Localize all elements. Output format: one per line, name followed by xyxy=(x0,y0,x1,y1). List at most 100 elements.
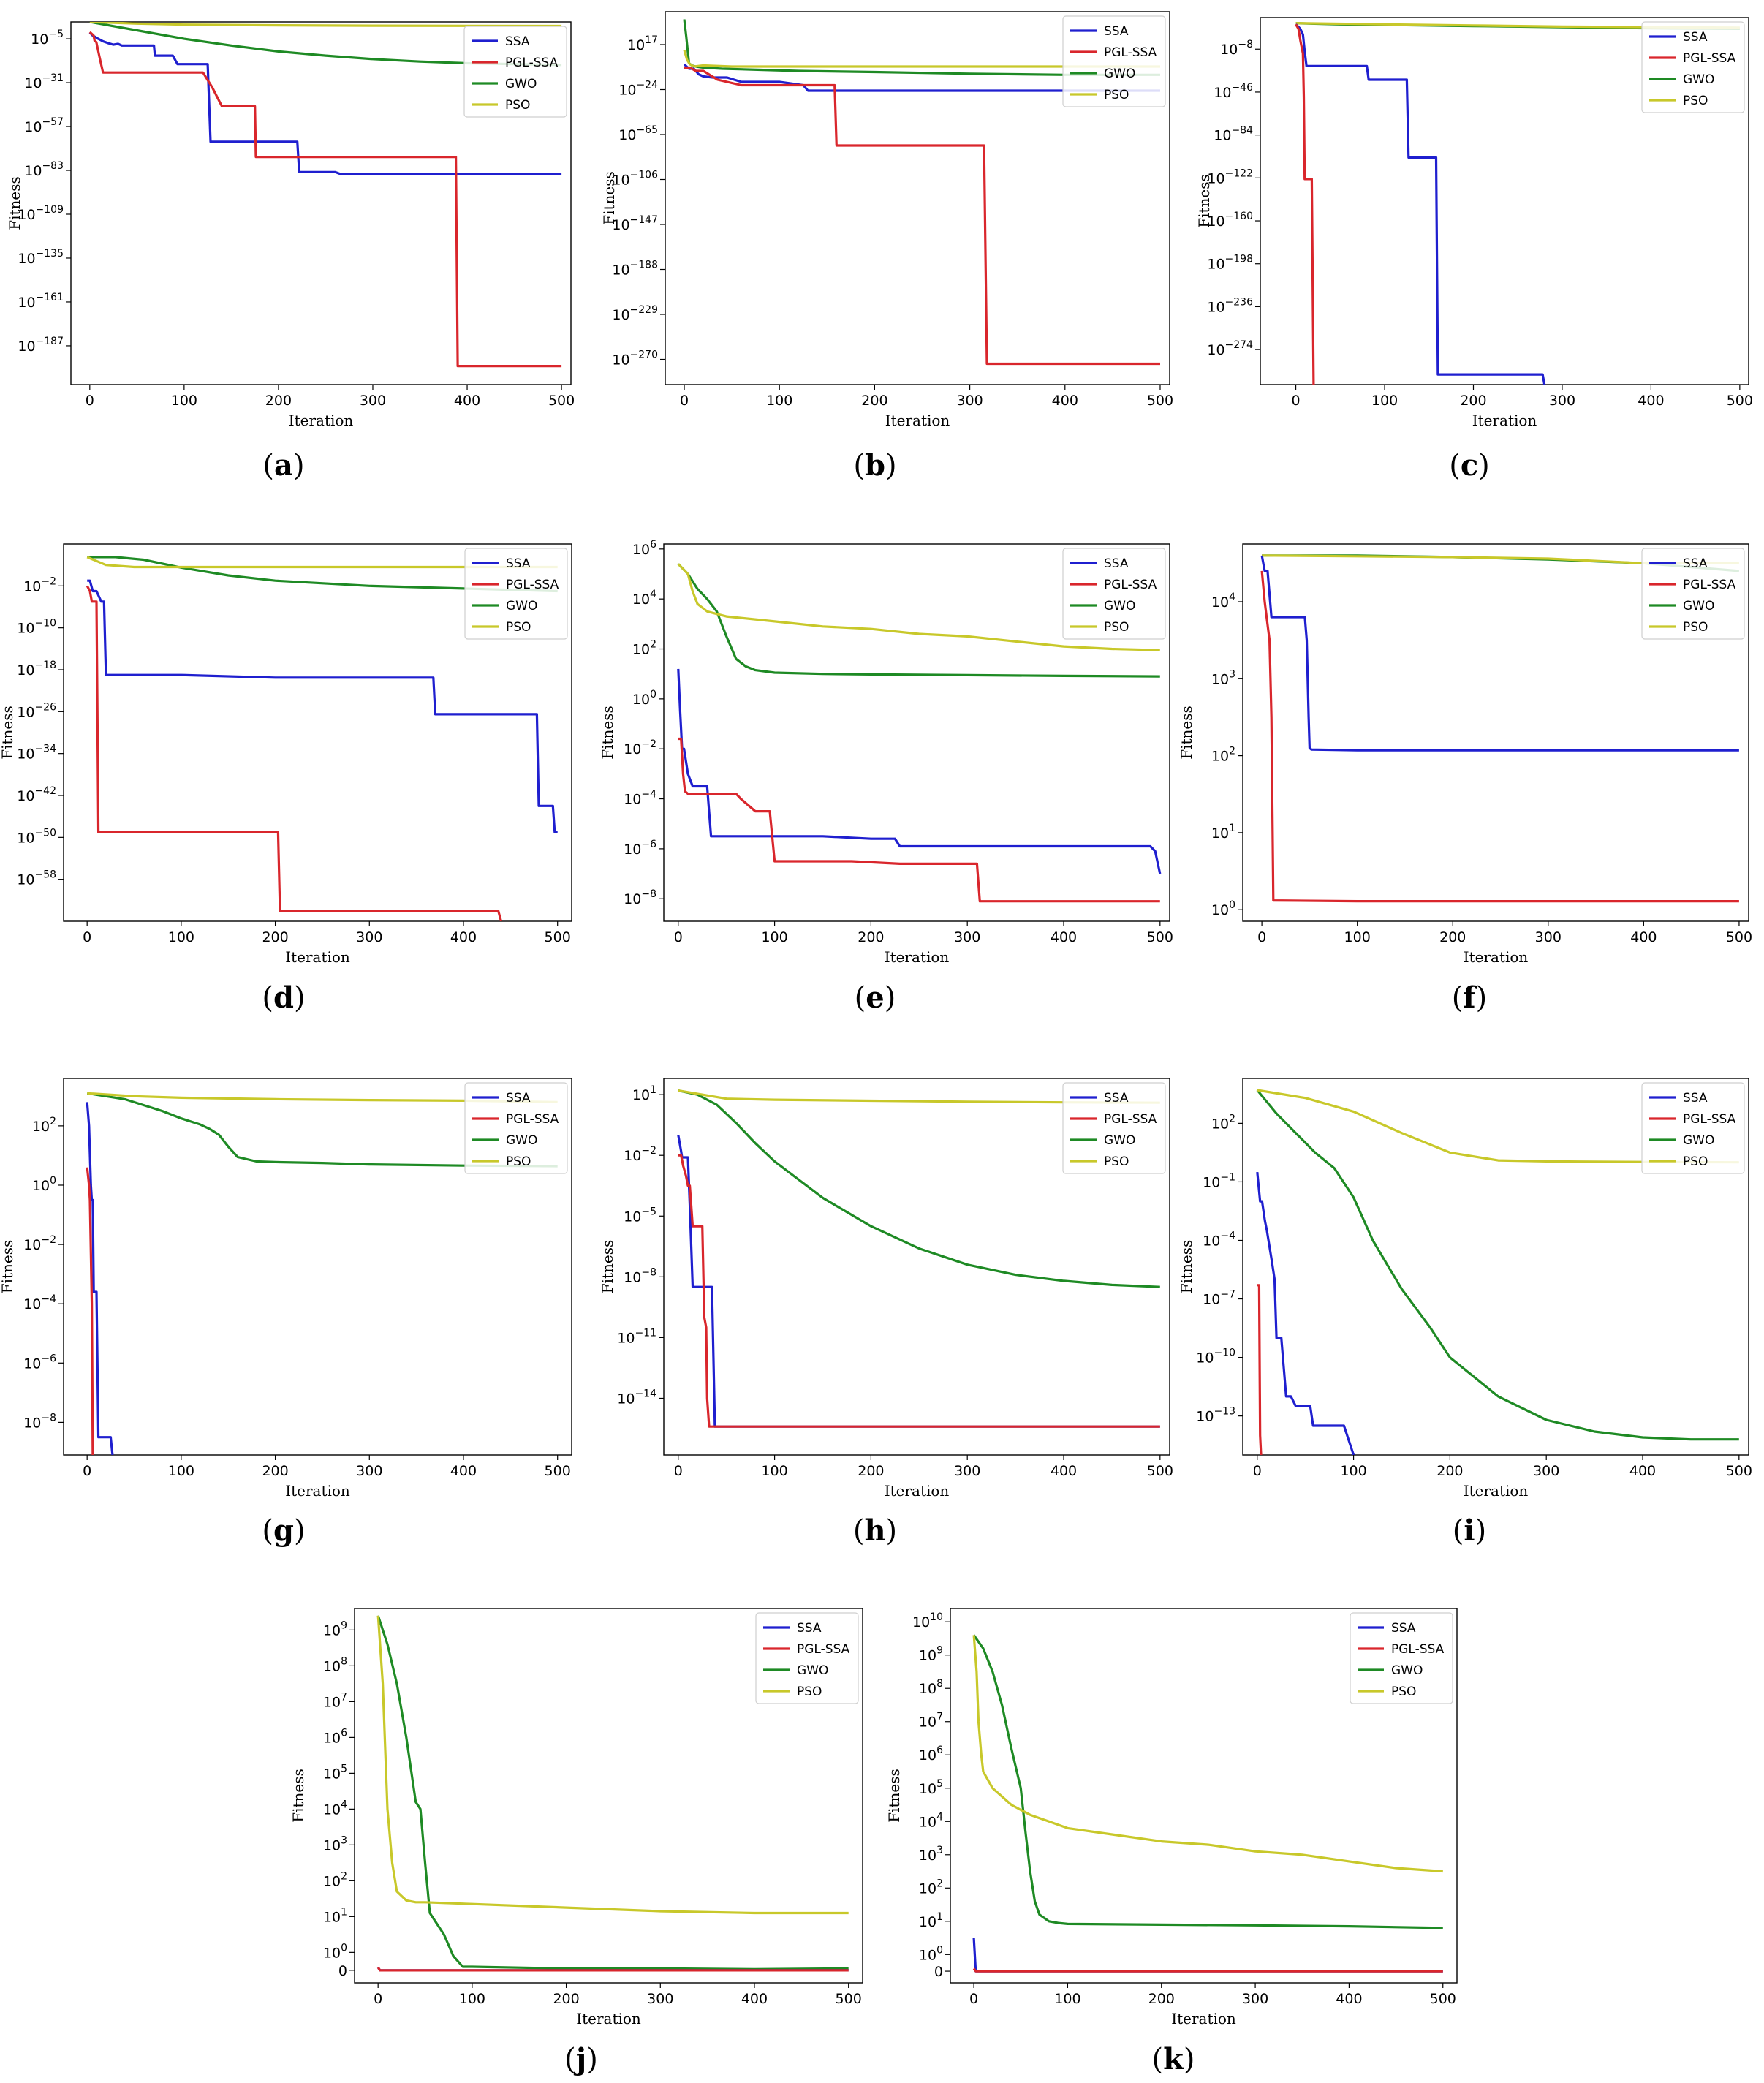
x-tick-label: 300 xyxy=(360,393,386,409)
y-tick-label: 10−187 xyxy=(18,336,64,355)
panel-caption: (d) xyxy=(262,980,305,1015)
y-tick-label: 10−1 xyxy=(1203,1171,1235,1190)
y-axis-label: Fitness xyxy=(1178,706,1195,760)
y-tick-label: 10−109 xyxy=(18,204,64,223)
y-axis-label: Fitness xyxy=(0,706,16,760)
y-tick-label: 101 xyxy=(919,1911,943,1930)
legend-box xyxy=(1350,1612,1453,1704)
y-axis-label: Fitness xyxy=(600,171,618,225)
x-tick-label: 100 xyxy=(1371,393,1398,409)
x-tick-label: 0 xyxy=(680,393,689,409)
x-tick-label: 500 xyxy=(836,1991,862,2007)
x-tick-label: 400 xyxy=(1051,929,1077,945)
y-tick-label: 104 xyxy=(919,1811,943,1830)
legend-label: SSA xyxy=(505,34,530,49)
x-tick-label: 200 xyxy=(1148,1991,1175,2007)
panel-caption: (j) xyxy=(564,2042,598,2076)
legend-box xyxy=(464,548,568,640)
legend-label: PSO xyxy=(505,98,530,113)
y-tick-label: 10−50 xyxy=(17,827,56,846)
x-tick-label: 100 xyxy=(459,1991,485,2007)
y-tick-label: 106 xyxy=(632,539,656,558)
x-tick-label: 500 xyxy=(1727,393,1753,409)
x-tick-label: 400 xyxy=(1630,929,1657,945)
x-tick-label: 500 xyxy=(1147,929,1173,945)
x-tick-label: 500 xyxy=(1726,1463,1752,1479)
y-tick-label: 105 xyxy=(919,1778,943,1797)
y-tick-label: 10−7 xyxy=(1203,1289,1235,1308)
y-tick-label: 104 xyxy=(632,589,656,608)
x-tick-label: 0 xyxy=(1253,1463,1262,1479)
x-tick-label: 100 xyxy=(1344,929,1371,945)
series-line-ssa xyxy=(87,579,558,833)
legend-label: PSO xyxy=(1104,620,1129,635)
series-line-gwo xyxy=(86,1092,558,1168)
series-line-pgl-ssa xyxy=(684,66,1160,366)
y-axis-label: Fitness xyxy=(0,1240,16,1294)
series-line-pgl-ssa xyxy=(678,1154,1160,1428)
y-tick-label: 107 xyxy=(323,1691,347,1710)
y-tick-label: 100 xyxy=(919,1944,943,1963)
y-tick-label: 100 xyxy=(32,1175,56,1194)
x-tick-label: 400 xyxy=(1336,1991,1362,2007)
y-tick-label: 10−58 xyxy=(17,869,56,888)
series-line-pso xyxy=(677,563,1160,651)
legend: SSA PGL-SSA GWO PSO xyxy=(1641,1082,1745,1174)
legend: SSA PGL-SSA GWO PSO xyxy=(464,548,568,640)
x-tick-label: 500 xyxy=(1147,1463,1173,1479)
x-axis-label: Iteration xyxy=(576,2010,641,2027)
x-tick-label: 0 xyxy=(86,393,94,409)
y-tick-label: 10−14 xyxy=(617,1388,656,1407)
x-axis-label: Iteration xyxy=(1472,412,1537,429)
y-tick-label: 10−4 xyxy=(23,1293,56,1312)
y-tick-label: 102 xyxy=(32,1116,56,1135)
x-tick-label: 300 xyxy=(1549,393,1575,409)
legend-label: PGL-SSA xyxy=(1683,51,1736,66)
x-tick-label: 0 xyxy=(83,929,91,945)
chart-panel-e: 0 100 200 300 400 500 Iteration Fitness 106 104 10… xyxy=(599,539,1173,1015)
y-tick-label: 105 xyxy=(323,1763,347,1782)
y-tick-label: 101 xyxy=(632,1084,656,1103)
legend-box xyxy=(1062,1082,1166,1174)
x-tick-label: 200 xyxy=(262,1463,288,1479)
legend-label: PSO xyxy=(1104,88,1129,102)
y-tick-label: 104 xyxy=(323,1799,347,1818)
x-tick-label: 0 xyxy=(674,1463,683,1479)
legend: SSA PGL-SSA GWO PSO xyxy=(1641,548,1745,640)
legend-label: PSO xyxy=(1391,1685,1416,1699)
x-tick-label: 200 xyxy=(265,393,292,409)
legend-label: SSA xyxy=(1104,1091,1129,1105)
y-tick-label: 10−34 xyxy=(17,744,56,763)
x-tick-label: 200 xyxy=(1436,1463,1463,1479)
legend-label: GWO xyxy=(797,1663,828,1678)
x-tick-label: 300 xyxy=(647,1991,673,2007)
x-tick-label: 100 xyxy=(168,1463,194,1479)
y-tick-label: 108 xyxy=(919,1678,943,1697)
series-line-gwo xyxy=(87,556,558,593)
legend-label: PGL-SSA xyxy=(1683,1112,1736,1127)
x-tick-label: 100 xyxy=(1340,1463,1366,1479)
legend: SSA PGL-SSA GWO PSO xyxy=(1062,15,1166,107)
series-line-gwo xyxy=(678,1089,1160,1288)
legend-label: GWO xyxy=(506,599,537,613)
x-tick-label: 100 xyxy=(761,1463,787,1479)
x-tick-label: 300 xyxy=(954,1463,980,1479)
series-line-pgl-ssa xyxy=(1257,1284,1263,1455)
x-tick-label: 400 xyxy=(1052,393,1078,409)
y-tick-label: 10−5 xyxy=(624,1206,656,1225)
y-tick-label: 103 xyxy=(1211,668,1235,687)
y-tick-label: 10−46 xyxy=(1214,82,1253,101)
x-tick-label: 200 xyxy=(262,929,288,945)
y-tick-label: 107 xyxy=(919,1712,943,1731)
x-tick-label: 0 xyxy=(1257,929,1266,945)
y-tick-label: 106 xyxy=(919,1744,943,1763)
y-tick-label: 1017 xyxy=(627,34,658,53)
y-tick-label: 102 xyxy=(1211,1113,1235,1132)
legend-label: PGL-SSA xyxy=(1104,578,1157,592)
legend-label: PGL-SSA xyxy=(1683,578,1736,592)
y-tick-label: 10−2 xyxy=(23,1234,56,1253)
x-tick-label: 200 xyxy=(1460,393,1486,409)
legend-box xyxy=(1062,548,1166,640)
legend-label: PGL-SSA xyxy=(1104,45,1157,60)
